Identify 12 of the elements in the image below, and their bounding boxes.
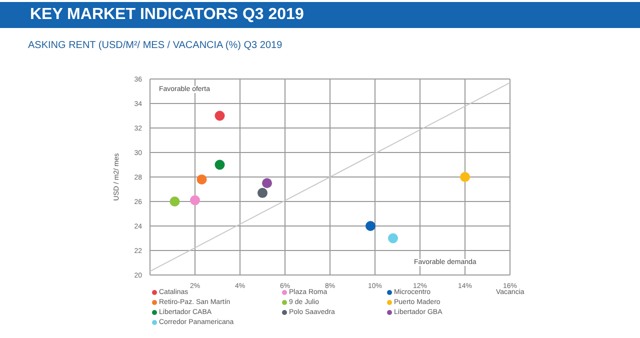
point	[262, 178, 272, 188]
chart-subtitle: ASKING RENT (USD/M²/ MES / VACANCIA (%) Q3 2019	[28, 40, 282, 51]
point	[366, 221, 376, 231]
point	[190, 195, 200, 206]
chart-title: KEY MARKET INDICATORS Q3 2019	[0, 2, 640, 28]
point	[170, 196, 180, 206]
point	[388, 233, 398, 244]
point	[196, 174, 207, 184]
point	[214, 160, 225, 170]
point	[258, 188, 268, 198]
point	[460, 172, 470, 182]
point	[214, 110, 225, 121]
